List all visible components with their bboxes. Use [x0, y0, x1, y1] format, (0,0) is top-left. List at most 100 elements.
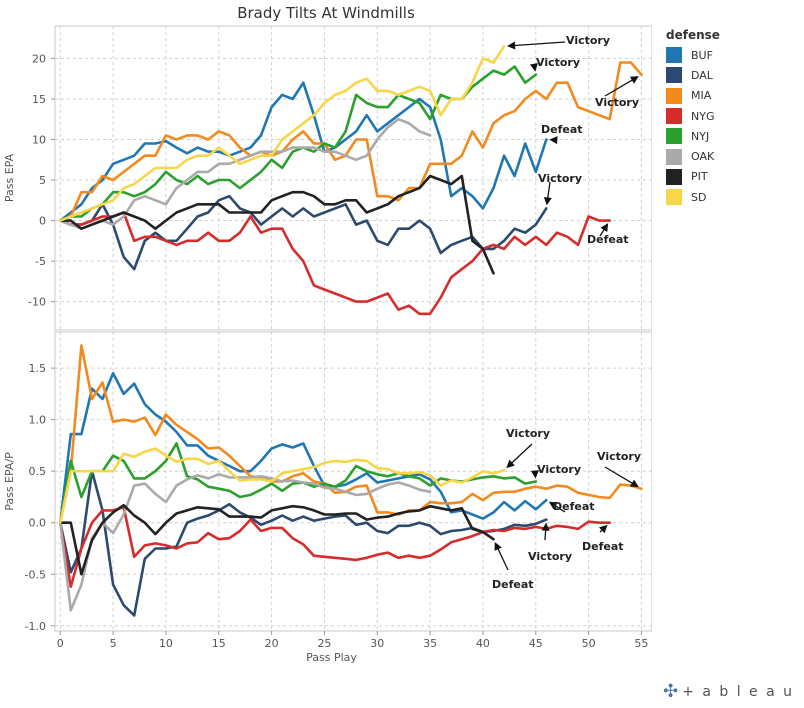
legend-item-nyj[interactable]: NYJ [666, 126, 796, 146]
legend-item-buf[interactable]: BUF [666, 45, 796, 65]
tableau-cross-icon: ✣ [663, 681, 679, 702]
legend-swatch [666, 108, 682, 125]
x-axis-label: Pass Play [306, 651, 357, 664]
legend-label: NYG [691, 109, 715, 123]
annotation-arrowhead [541, 522, 550, 531]
x-tick-label: 0 [57, 637, 64, 650]
x-tick-label: 50 [582, 637, 596, 650]
series-line-sd [58, 447, 506, 525]
legend-swatch [666, 87, 682, 104]
series-line-pit [58, 503, 495, 576]
legend[interactable]: defense BUF DAL MIA NYG NYJ OAK PIT SD [666, 28, 796, 207]
x-tick-label: 55 [634, 637, 648, 650]
annotation-arrowhead [600, 223, 609, 232]
series-line-nyg [58, 211, 612, 316]
chart-area[interactable]: -10 -5 0 5 10 15 20 Pass EPA Victory Victory Victo… [0, 0, 652, 708]
series-line-buf [58, 371, 548, 525]
annotation-arrowhead [599, 524, 608, 534]
annotation-arrow-line [604, 78, 634, 97]
legend-swatch [666, 47, 682, 64]
y-tick-label: -10 [28, 296, 46, 309]
legend-label: NYJ [691, 129, 710, 143]
annotation-label: Victory [538, 172, 582, 185]
y-tick-label: -1.0 [25, 620, 46, 633]
legend-label: DAL [691, 68, 713, 82]
tableau-logo-text: + a b l e a u [682, 683, 794, 700]
panel-frame [54, 25, 652, 331]
legend-item-dal[interactable]: DAL [666, 65, 796, 85]
annotation-label: Victory [597, 450, 641, 463]
x-tick-label: 30 [370, 637, 384, 650]
y-tick-label: 1.0 [29, 414, 47, 427]
series-line-oak [58, 472, 432, 612]
legend-label: BUF [691, 48, 713, 62]
series-line-pit [58, 174, 495, 275]
annotation-arrowhead [530, 470, 539, 479]
x-tick-label: 5 [110, 637, 117, 650]
annotation-arrowhead [543, 196, 552, 206]
annotation-arrowhead [549, 136, 558, 145]
legend-swatch [666, 168, 682, 185]
annotation-arrowhead [629, 76, 639, 84]
y-tick-label: -0.5 [25, 568, 46, 581]
series-line-oak [58, 117, 432, 230]
annotation-label: Defeat [541, 123, 583, 136]
annotation-label: Defeat [553, 500, 595, 513]
annotation-arrow-line [604, 466, 635, 485]
legend-item-mia[interactable]: MIA [666, 86, 796, 106]
annotation-arrowhead [629, 479, 639, 488]
x-tick-label: 10 [159, 637, 173, 650]
series-line-dal [58, 194, 548, 271]
annotation-label: Victory [528, 550, 572, 563]
annotation-label: Victory [506, 427, 550, 440]
annotation-arrow-line [546, 181, 551, 200]
x-tick-label: 40 [476, 637, 490, 650]
x-tick-label: 45 [529, 637, 543, 650]
y-tick-label: 0.5 [29, 465, 47, 478]
annotation-arrow-line [513, 41, 566, 47]
annotation-label: Victory [566, 34, 610, 47]
annotation-arrowhead [506, 459, 515, 469]
annotation-arrowhead [530, 63, 538, 72]
x-tick-label: 35 [423, 637, 437, 650]
y-tick-label: 5 [39, 174, 46, 187]
legend-label: MIA [691, 89, 712, 103]
legend-label: SD [691, 190, 707, 204]
annotation-label: Defeat [582, 540, 624, 553]
panel-frame [54, 331, 652, 632]
annotation-label: Victory [595, 96, 639, 109]
annotation-label: Victory [537, 463, 581, 476]
annotation-label: Victory [536, 56, 580, 69]
legend-item-nyg[interactable]: NYG [666, 106, 796, 126]
annotation-arrow-line [510, 443, 533, 465]
annotation-arrowhead [494, 541, 502, 551]
annotation-label: Defeat [492, 578, 534, 591]
y-tick-label: 0 [39, 215, 46, 228]
annotation-arrowhead [507, 41, 516, 50]
legend-item-oak[interactable]: OAK [666, 146, 796, 166]
series-line-mia [58, 344, 643, 525]
series-line-nyg [58, 505, 612, 589]
legend-swatch [666, 67, 682, 84]
series-line-sd [58, 44, 506, 222]
legend-label: OAK [691, 150, 715, 164]
legend-title: defense [666, 28, 720, 42]
annotation-arrowhead [548, 501, 558, 510]
legend-label: PIT [691, 170, 708, 184]
legend-swatch [666, 189, 682, 206]
y-axis-label: Pass EPA/P [3, 452, 16, 511]
tableau-logo[interactable]: ✣ + a b l e a u [663, 681, 794, 702]
x-tick-label: 15 [212, 637, 226, 650]
legend-swatch [666, 128, 682, 145]
series-line-mia [58, 61, 643, 222]
chart-title: Brady Tilts At Windmills [237, 4, 415, 22]
series-line-dal [58, 469, 548, 617]
legend-item-sd[interactable]: SD [666, 187, 796, 207]
y-tick-label: 0.0 [29, 517, 47, 530]
y-axis-label: Pass EPA [3, 153, 16, 202]
y-tick-label: -5 [35, 255, 46, 268]
legend-item-pit[interactable]: PIT [666, 167, 796, 187]
x-tick-label: 25 [317, 637, 331, 650]
annotation-arrow-line [496, 547, 509, 571]
y-tick-label: 15 [32, 93, 46, 106]
